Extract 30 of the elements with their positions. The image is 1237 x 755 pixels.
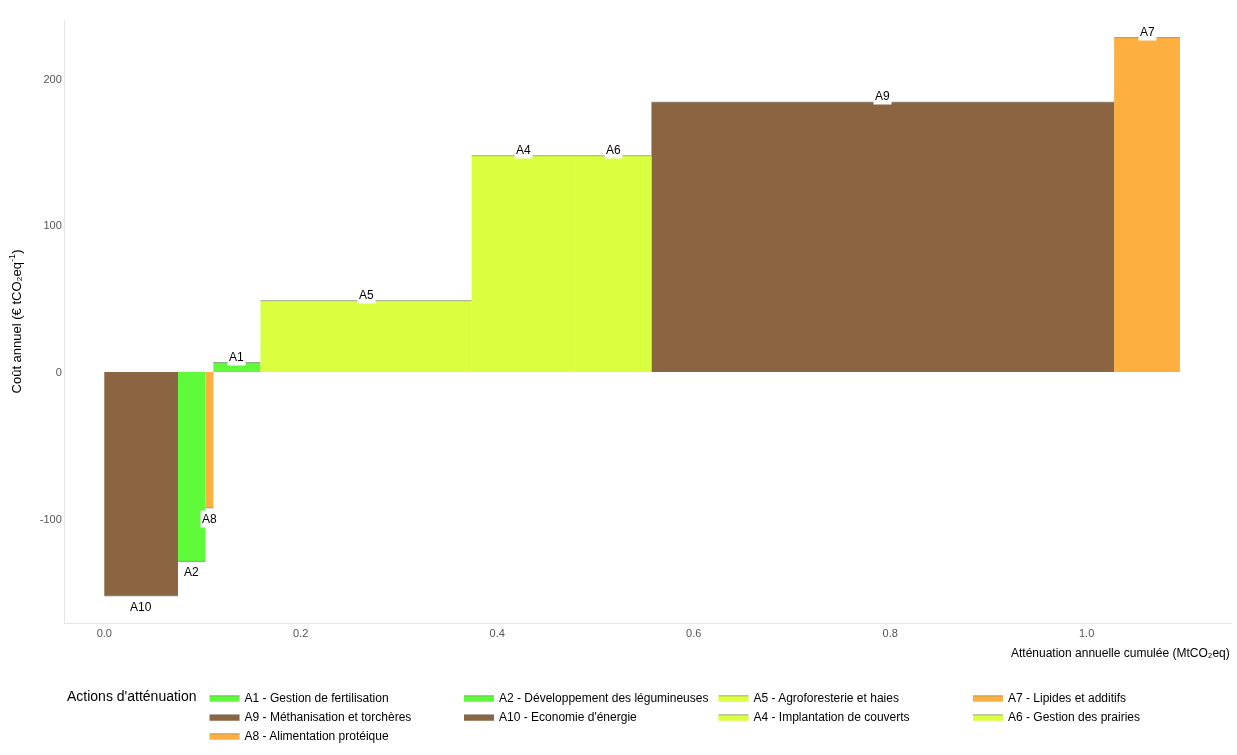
legend-label: A10 - Economie d'énergie <box>499 710 638 725</box>
legend-label: A9 - Méthanisation et torchères <box>244 710 412 725</box>
y-tick-label: 200 <box>43 72 62 85</box>
y-tick-label: 0 <box>55 365 62 378</box>
legend-label: A5 - Agroforesterie et haies <box>753 691 899 706</box>
annotation: A4 <box>516 143 531 157</box>
annotation: A6 <box>606 143 621 157</box>
legend-label: A8 - Alimentation protéique <box>244 729 389 744</box>
legend-label: A2 - Développement des légumineuses <box>499 691 709 706</box>
annotation: A8 <box>202 512 217 526</box>
y-tick-label: -100 <box>39 512 62 525</box>
x-axis-title: Atténuation annuelle cumulée (MtCO₂eq) <box>1011 646 1230 660</box>
annotation: A1 <box>229 350 244 364</box>
x-tick-label: 0.8 <box>882 627 898 640</box>
annotation: A5 <box>359 288 374 302</box>
x-tick-label: 0.2 <box>293 627 309 640</box>
legend-label: A7 - Lipides et additifs <box>1007 691 1127 706</box>
annotation: A2 <box>184 565 199 579</box>
x-tick-label: 0.0 <box>96 627 112 640</box>
y-tick-label: 100 <box>43 219 62 232</box>
legend-label: A6 - Gestion des prairies <box>1007 710 1141 725</box>
x-tick-label: 0.6 <box>686 627 702 640</box>
legend-title: Actions d'atténuation <box>67 688 197 705</box>
annotation: A10 <box>130 600 152 614</box>
legend-label: A4 - Implantation de couverts <box>753 710 910 725</box>
annotation: A7 <box>1140 25 1155 39</box>
annotation: A9 <box>875 89 890 103</box>
x-tick-label: 1.0 <box>1078 627 1095 640</box>
legend-label: A1 - Gestion de fertilisation <box>244 691 389 706</box>
x-tick-label: 0.4 <box>489 627 505 640</box>
